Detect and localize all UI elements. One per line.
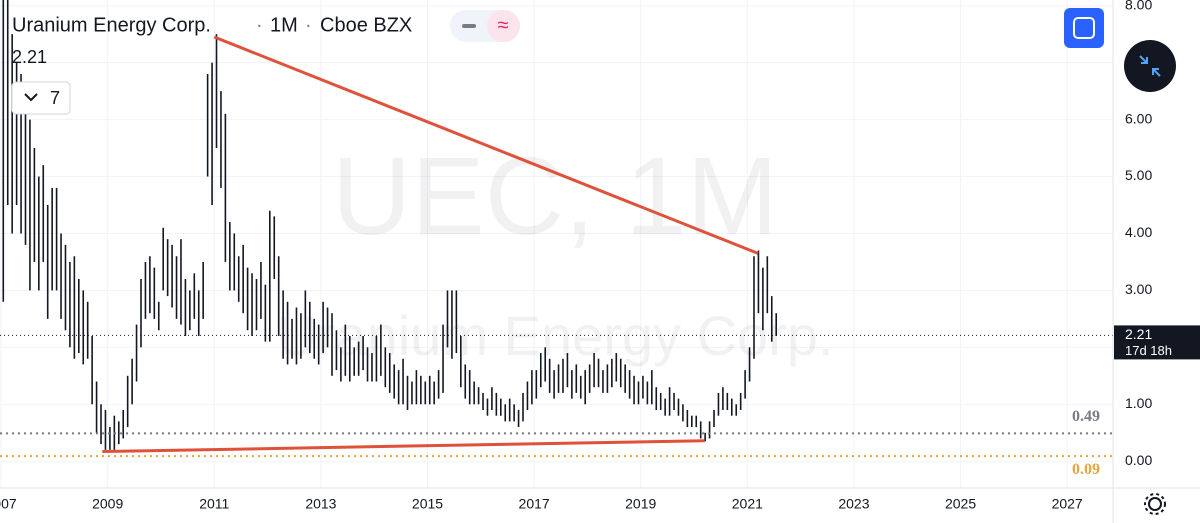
level-label: 0.49	[1072, 408, 1100, 425]
x-tick-label: 2015	[412, 496, 443, 512]
x-tick-label: 2011	[199, 496, 229, 512]
settings-gear[interactable]	[1144, 493, 1166, 515]
y-tick-label: 5.00	[1125, 167, 1152, 183]
gear-ring	[1148, 497, 1162, 511]
status-icon: ≈	[498, 14, 509, 36]
x-tick-label: 2007	[0, 496, 17, 512]
x-tick-label: 2013	[305, 496, 336, 512]
last-price-box	[1114, 325, 1200, 360]
trend-line	[102, 439, 705, 454]
last-price-label: 2.21	[1125, 326, 1152, 342]
countdown-label: 17d 18h	[1125, 343, 1172, 358]
collapse-button[interactable]	[1124, 40, 1176, 92]
y-tick-label: 4.00	[1125, 224, 1152, 240]
status-dash	[462, 24, 476, 28]
separator: ·	[305, 14, 312, 36]
fullscreen-button[interactable]	[1064, 8, 1104, 48]
chevron	[24, 93, 38, 102]
watermark-symbol: UEC, 1M	[332, 135, 778, 258]
trend-line	[213, 35, 759, 255]
x-tick-label: 2025	[945, 496, 976, 512]
y-tick-label: 6.00	[1125, 110, 1152, 126]
y-tick-label: 3.00	[1125, 281, 1152, 297]
legend-price: 2.21	[12, 47, 47, 67]
x-tick-label: 2017	[519, 496, 550, 512]
gear-teeth	[1144, 493, 1166, 515]
interval[interactable]: 1M	[270, 14, 298, 36]
symbol-title[interactable]: Uranium Energy Corp.	[12, 14, 211, 36]
y-tick-label: 0.00	[1125, 452, 1152, 468]
fullscreen-icon	[1073, 17, 1095, 39]
x-tick-label: 2019	[625, 496, 656, 512]
x-tick-label: 2023	[838, 496, 869, 512]
x-tick-label: 2027	[1052, 496, 1083, 512]
y-tick-label: 1.00	[1125, 395, 1152, 411]
collapse-icon	[1139, 55, 1161, 77]
separator: ·	[256, 14, 263, 36]
y-tick-label: 8.00	[1125, 0, 1152, 12]
x-tick-label: 2021	[732, 496, 763, 512]
indicators-count: 7	[50, 88, 60, 108]
level-label: 0.09	[1072, 461, 1100, 478]
status-badge[interactable]	[487, 10, 520, 42]
x-tick-label: 2009	[92, 496, 123, 512]
exchange: Cboe BZX	[320, 14, 412, 36]
indicators-toggle[interactable]	[11, 81, 71, 115]
